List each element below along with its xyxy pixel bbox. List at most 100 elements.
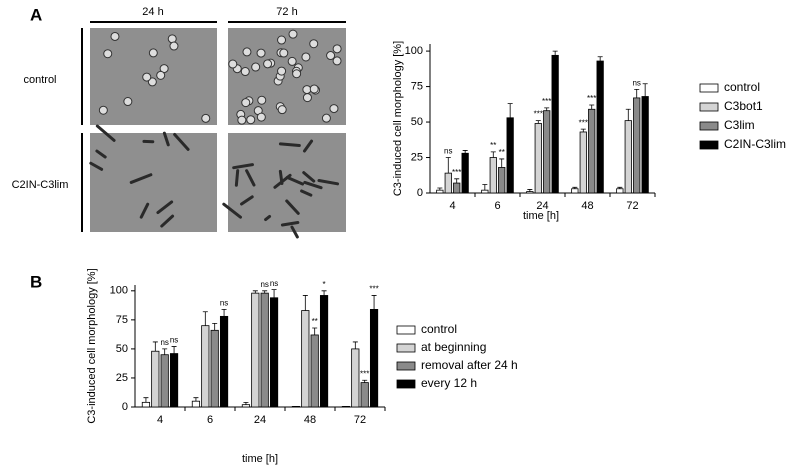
micrograph	[228, 28, 346, 125]
bar	[260, 292, 269, 408]
significance: ***	[579, 118, 588, 127]
bar	[241, 404, 251, 408]
error-bar	[445, 157, 451, 174]
error-bar	[617, 186, 623, 189]
significance: ns	[160, 338, 168, 347]
x-axis-label: time [h]	[523, 210, 559, 222]
x-tick-label: 48	[581, 200, 593, 212]
bar	[141, 401, 151, 408]
bar	[160, 354, 169, 408]
bar	[588, 108, 596, 194]
error-bar	[552, 50, 558, 56]
significance: ***	[542, 97, 551, 106]
bar	[498, 167, 506, 194]
significance: **	[499, 148, 505, 157]
legend-swatch	[396, 361, 416, 371]
cell	[129, 173, 153, 184]
panel-label: A	[30, 5, 42, 24]
cell	[302, 171, 316, 183]
x-tick-label: 4	[157, 414, 163, 426]
bar	[351, 348, 360, 408]
significance: **	[490, 141, 496, 150]
error-bar	[152, 341, 158, 352]
significance: ***	[587, 94, 596, 103]
error-bar	[580, 128, 586, 132]
error-bar	[302, 295, 308, 311]
significance: ns	[270, 279, 278, 288]
cell	[240, 195, 254, 206]
error-bar	[535, 120, 541, 124]
cell	[169, 41, 179, 51]
bar	[579, 131, 587, 194]
bar	[269, 297, 279, 408]
cell	[285, 175, 305, 186]
y-tick-label: 75	[116, 314, 128, 326]
cell	[98, 105, 108, 115]
legend-swatch	[699, 121, 719, 131]
legend-label: every 12 h	[421, 376, 477, 390]
cell	[257, 95, 267, 105]
x-tick-label: 72	[354, 414, 366, 426]
bar	[489, 157, 497, 194]
bar	[301, 310, 310, 408]
row-label: C2IN-C3lim	[12, 179, 69, 191]
cell	[110, 31, 120, 41]
bar	[251, 292, 260, 408]
cell	[292, 69, 302, 79]
bar	[444, 172, 452, 194]
column-label: 72 h	[276, 6, 297, 18]
bar	[534, 123, 542, 194]
cell	[251, 62, 261, 72]
cell	[246, 115, 256, 125]
cell	[234, 169, 240, 187]
error-bar	[252, 290, 258, 294]
error-bar	[499, 158, 505, 168]
cell	[241, 98, 251, 108]
error-bar	[527, 189, 533, 192]
bar	[633, 97, 641, 194]
error-bar	[437, 187, 443, 191]
error-bar	[243, 401, 249, 405]
bar	[436, 189, 444, 194]
y-tick-label: 0	[122, 401, 128, 413]
x-tick-label: 72	[626, 200, 638, 212]
bar	[543, 110, 551, 194]
y-tick-label: 100	[405, 45, 423, 57]
error-bar	[162, 348, 168, 355]
legend-swatch	[396, 325, 416, 335]
cell	[290, 225, 299, 239]
error-bar	[462, 150, 468, 154]
cell	[329, 104, 339, 114]
error-bar	[193, 397, 199, 402]
significance: ns	[220, 299, 228, 308]
cell	[302, 139, 314, 153]
bar	[453, 182, 461, 194]
micrograph	[90, 28, 217, 125]
cell	[332, 56, 342, 66]
error-bar	[482, 184, 488, 191]
bar	[360, 382, 369, 408]
cell	[201, 113, 211, 123]
cell	[162, 131, 170, 147]
x-tick-label: 4	[449, 200, 455, 212]
error-bar	[642, 83, 648, 97]
cell	[256, 112, 266, 122]
x-tick-label: 6	[494, 200, 500, 212]
error-bar	[371, 295, 377, 310]
error-bar	[262, 290, 268, 294]
row-label: control	[23, 74, 56, 86]
cell	[317, 178, 340, 186]
bar	[319, 295, 329, 408]
cell	[321, 113, 331, 123]
cell	[256, 48, 266, 58]
legend-label: at beginning	[421, 340, 486, 354]
cell	[332, 44, 342, 54]
error-bar	[321, 290, 327, 296]
bar	[526, 191, 534, 194]
x-tick-label: 6	[207, 414, 213, 426]
error-bar	[352, 341, 358, 349]
error-bar	[362, 379, 368, 383]
significance: ***	[452, 168, 461, 177]
x-tick-label: 24	[254, 414, 266, 426]
cell	[278, 142, 301, 148]
